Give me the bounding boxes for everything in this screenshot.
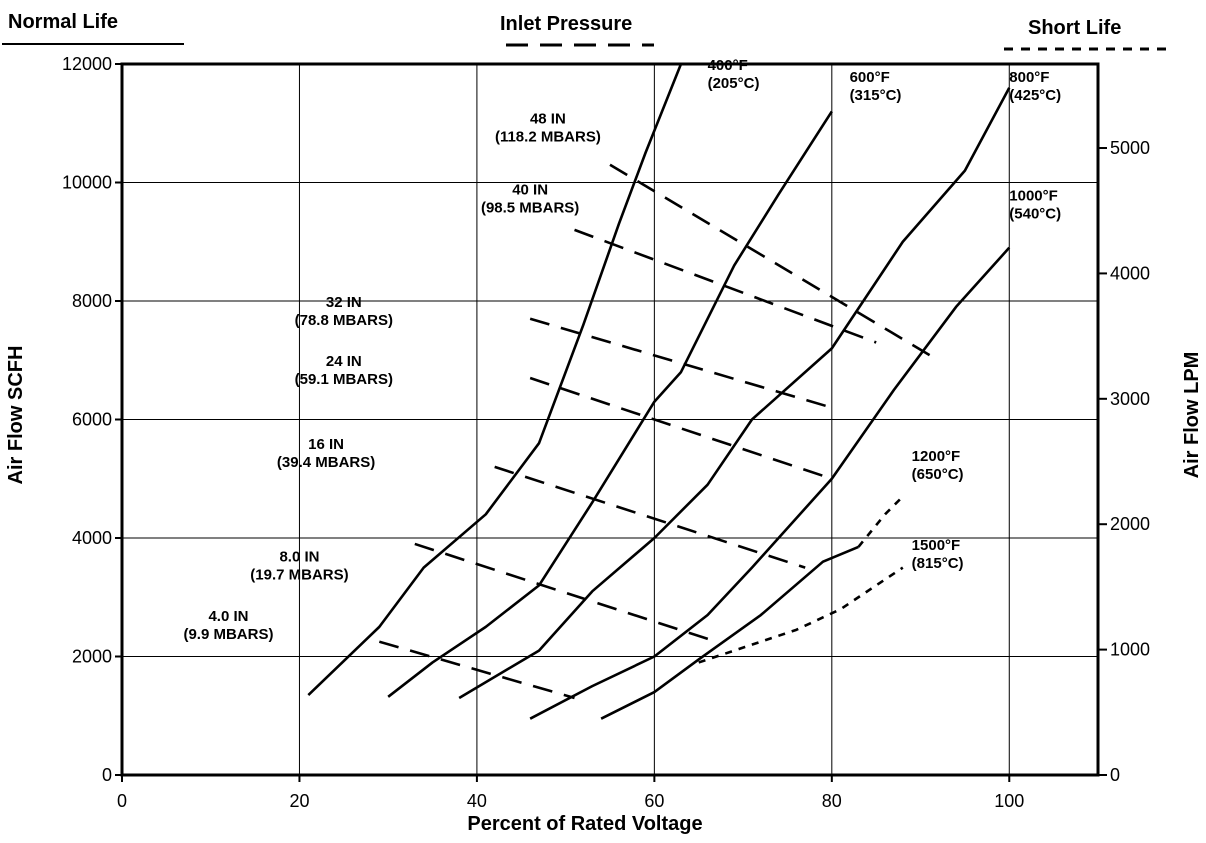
pressure-line (529, 317, 833, 409)
x-tick-label: 0 (117, 791, 127, 811)
y2-tick-label: 1000 (1110, 640, 1150, 660)
curve-layer (307, 63, 1011, 720)
temperature-curve-sublabel: (315°C) (850, 87, 902, 104)
temperature-curve-label: 600°F (850, 69, 890, 86)
pressure-line-label: 24 IN (326, 353, 362, 370)
y-tick-label: 8000 (72, 291, 112, 311)
pressure-line-label: 40 IN (512, 181, 548, 198)
y-tick-label: 4000 (72, 528, 112, 548)
pressure-line (494, 465, 806, 569)
y2-tick-label: 2000 (1110, 514, 1150, 534)
temperature-curve (387, 110, 833, 698)
pressure-line-sublabel: (39.4 MBARS) (277, 454, 375, 471)
y-tick-label: 0 (102, 765, 112, 785)
temperature-curve (529, 246, 1011, 720)
temperature-curve-sublabel: (815°C) (912, 555, 964, 572)
pressure-line-sublabel: (9.9 MBARS) (183, 626, 273, 643)
legend-short-life-label: Short Life (1028, 17, 1121, 39)
temperature-curve-label: 1200°F (912, 448, 961, 465)
pressure-line-label: 16 IN (308, 436, 344, 453)
temperature-curve (698, 566, 904, 664)
grid-layer (120, 62, 1100, 777)
pressure-line-label: 4.0 IN (208, 608, 248, 625)
temperature-curve (857, 495, 904, 548)
legend-normal-life-label: Normal Life (8, 11, 118, 33)
pressure-line-sublabel: (19.7 MBARS) (250, 567, 348, 584)
x-tick-label: 20 (289, 791, 309, 811)
temperature-curve (307, 63, 683, 696)
temperature-curve-sublabel: (650°C) (912, 466, 964, 483)
pressure-line (574, 228, 877, 344)
pressure-line (414, 542, 717, 643)
y2-tick-label: 5000 (1110, 138, 1150, 158)
temperature-curve-sublabel: (540°C) (1009, 205, 1061, 222)
temperature-curve-label: 400°F (708, 57, 748, 74)
y2-tick-label: 4000 (1110, 263, 1150, 283)
legend-inlet-pressure-label: Inlet Pressure (500, 13, 632, 35)
temperature-curve-label: 800°F (1009, 69, 1049, 86)
y2-tick-label: 3000 (1110, 389, 1150, 409)
pressure-line-sublabel: (59.1 MBARS) (295, 371, 393, 388)
temperature-curve-label: 1500°F (912, 537, 961, 554)
y-axis-title: Air Flow SCFH (5, 346, 27, 485)
pressure-line-label: 32 IN (326, 294, 362, 311)
y-tick-label: 12000 (62, 54, 112, 74)
temperature-curve (458, 87, 1011, 700)
pressure-line (529, 376, 833, 480)
y-tick-label: 2000 (72, 647, 112, 667)
temperature-curve-sublabel: (425°C) (1009, 87, 1061, 104)
y2-tick-label: 0 (1110, 765, 1120, 785)
temperature-curve (600, 545, 859, 720)
x-axis-title: Percent of Rated Voltage (467, 813, 702, 835)
label-layer: 400°F(205°C) 600°F(315°C) 800°F(425°C) 1000… (183, 57, 1061, 643)
pressure-line-label: 8.0 IN (279, 549, 319, 566)
pressure-line-sublabel: (98.5 MBARS) (481, 199, 579, 216)
y-tick-label: 6000 (72, 410, 112, 430)
pressure-line-sublabel: (78.8 MBARS) (295, 312, 393, 329)
x-tick-label: 80 (822, 791, 842, 811)
x-tick-label: 100 (994, 791, 1024, 811)
tick-layer: 0 20 40 60 80 1000200040006000800010000120000… (62, 54, 1150, 811)
x-tick-label: 60 (644, 791, 664, 811)
pressure-line (378, 640, 575, 700)
pressure-line-label: 48 IN (530, 110, 566, 127)
y2-axis-title: Air Flow LPM (1181, 352, 1203, 479)
temperature-curve-sublabel: (205°C) (708, 75, 760, 92)
pressure-line-sublabel: (118.2 MBARS) (495, 128, 601, 145)
x-tick-label: 40 (467, 791, 487, 811)
temperature-curve-label: 1000°F (1009, 187, 1058, 204)
y-tick-label: 10000 (62, 173, 112, 193)
